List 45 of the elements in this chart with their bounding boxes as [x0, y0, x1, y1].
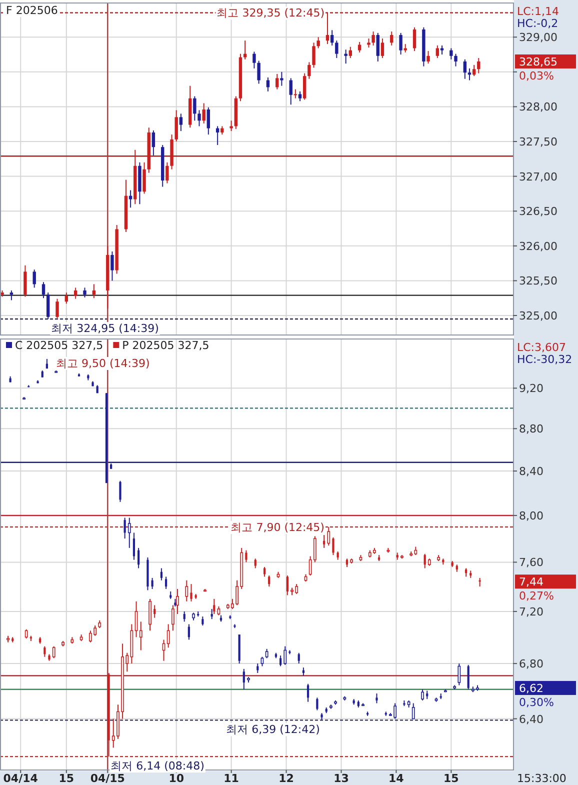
x-tick-label: 12 [278, 772, 294, 785]
text: 0,30% [519, 696, 554, 709]
y-tick-label: 329,00 [519, 31, 558, 44]
text: 0,03% [519, 69, 554, 82]
annotation: 최저 6,39 (12:42) [226, 723, 320, 736]
annotation: 최고 9,50 (14:39) [56, 357, 150, 370]
x-tick-label: 04/14 [3, 772, 38, 785]
text: 0,27% [519, 590, 554, 603]
text: LC:3,607 [517, 341, 566, 354]
x-tick-label: 15 [58, 772, 74, 785]
x-tick-label: 11 [224, 772, 239, 785]
x-tick-label: 04/15 [90, 772, 125, 785]
y-tick-label: 7,20 [519, 605, 544, 618]
text: LC:1,14 [517, 5, 560, 18]
y-tick-label: 6,80 [519, 658, 544, 671]
text: HC:-0,2 [517, 17, 558, 30]
y-tick-label: 326,50 [519, 205, 558, 218]
x-tick-label: 15 [444, 772, 459, 785]
y-tick-label: 7,60 [519, 556, 544, 570]
y-tick-label: 8,00 [519, 509, 544, 522]
annotation: 최고 7,90 (12:45) [230, 520, 324, 534]
text: 6,62 [519, 682, 544, 695]
legend-label: P 202505 327,5 [122, 339, 210, 352]
y-tick-label: 325,50 [519, 274, 558, 288]
y-tick-label: 327,50 [519, 136, 558, 149]
y-tick-label: 327,00 [519, 170, 558, 184]
chart-title: F 202506 [6, 4, 58, 17]
text: 7,44 [519, 576, 544, 589]
y-tick-label: 328,00 [519, 100, 558, 114]
text: 15:33:00 [517, 772, 566, 785]
y-tick-label: 6,40 [519, 712, 544, 726]
text: 328,65 [519, 55, 558, 68]
annotation: 최저 6,14 (08:48) [110, 760, 204, 773]
x-tick-label: 14 [388, 772, 404, 785]
y-tick-label: 9,20 [519, 382, 544, 396]
y-tick-label: 8,80 [519, 422, 544, 436]
legend-label: C 202505 327,5 [15, 339, 104, 352]
annotation: 최저 324,95 (14:39) [51, 322, 159, 335]
annotation: 최고 329,35 (12:45) [216, 6, 324, 20]
text: HC:-30,32 [517, 353, 572, 366]
x-tick-label: 13 [334, 772, 349, 785]
x-tick-label: 10 [168, 772, 184, 785]
y-tick-label: 326,00 [519, 240, 558, 253]
y-tick-label: 325,00 [519, 310, 558, 323]
y-tick-label: 8,40 [519, 465, 544, 478]
